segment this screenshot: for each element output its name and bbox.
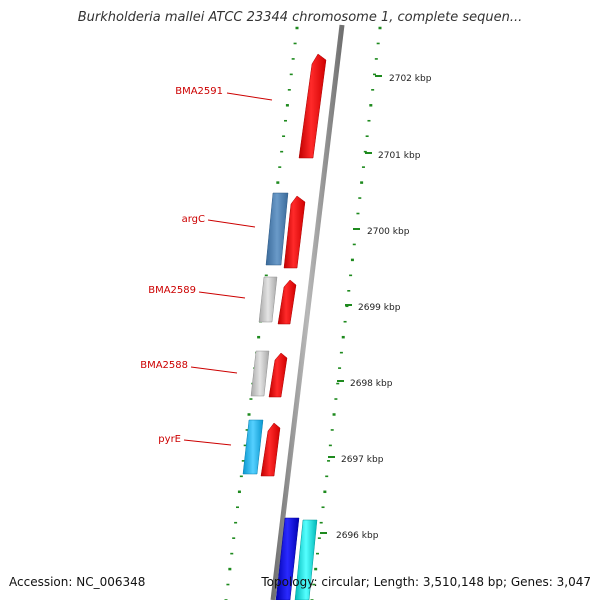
gene-label-bma2591[interactable]: BMA2591: [175, 86, 223, 97]
tick-label: 2696 kbp: [336, 531, 379, 541]
gene-feature-bma2588[interactable]: [250, 350, 270, 397]
map-title: Burkholderia mallei ATCC 23344 chromosom…: [77, 10, 523, 25]
tick-label: 2698 kbp: [350, 379, 393, 389]
gene-labels: BMA2591 argC BMA2589 BMA2588 pyrE: [140, 86, 223, 445]
gene-feature-red-3[interactable]: [277, 279, 297, 325]
gene-label-bma2589[interactable]: BMA2589: [148, 285, 196, 296]
gene-feature-argc[interactable]: [265, 192, 289, 266]
gene-label-leaders: [183, 92, 273, 446]
gene-feature-aqua[interactable]: [294, 519, 318, 600]
chromosome-backbone: [270, 24, 345, 600]
gene-feature-pyre[interactable]: [242, 419, 264, 475]
gene-label-pyre[interactable]: pyrE: [158, 434, 181, 445]
scale-tick-labels: 2702 kbp 2701 kbp 2700 kbp 2699 kbp 2698…: [336, 74, 432, 541]
gene-label-argc[interactable]: argC: [182, 214, 205, 225]
scale-tick-marks: [320, 75, 382, 534]
gene-feature-bma2589[interactable]: [258, 276, 278, 323]
gene-feature-bma2591[interactable]: [298, 53, 327, 159]
tick-label: 2699 kbp: [358, 303, 401, 313]
tick-label: 2697 kbp: [341, 455, 384, 465]
tick-label: 2700 kbp: [367, 227, 410, 237]
gene-features: [242, 53, 327, 600]
tick-label: 2702 kbp: [389, 74, 432, 84]
tick-label: 2701 kbp: [378, 151, 421, 161]
accession-text: Accession: NC_006348: [9, 575, 146, 589]
gene-feature-blue[interactable]: [275, 517, 300, 600]
genome-summary-text: Topology: circular; Length: 3,510,148 bp…: [261, 575, 591, 589]
gene-feature-red-4[interactable]: [268, 352, 288, 398]
gene-feature-red-5[interactable]: [260, 422, 281, 477]
right-dotted-track: [310, 26, 382, 600]
gene-feature-red-2[interactable]: [283, 195, 306, 269]
gene-label-bma2588[interactable]: BMA2588: [140, 360, 188, 371]
